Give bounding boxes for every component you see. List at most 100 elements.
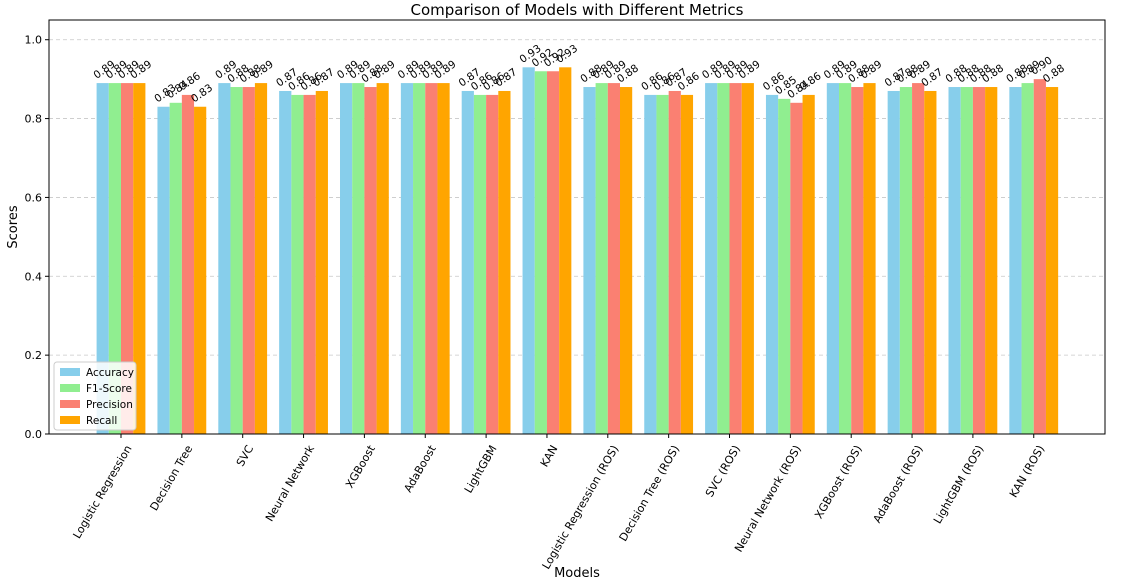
bar-accuracy [1009, 87, 1022, 435]
bar-f1-score [108, 83, 121, 434]
x-tick-label: KAN (ROS) [1007, 443, 1047, 500]
x-tick-label: LightGBM (ROS) [931, 443, 986, 526]
bar-precision [303, 94, 316, 435]
legend-swatch [60, 384, 80, 392]
bar-recall [863, 83, 876, 434]
bar-accuracy [948, 87, 961, 435]
bar-f1-score [839, 83, 852, 434]
bar-f1-score [717, 83, 730, 434]
bar-recall [924, 90, 937, 434]
bar-accuracy [340, 83, 353, 434]
y-axis-label: Scores [6, 205, 21, 248]
bar-recall [498, 90, 511, 434]
bar-accuracy [887, 90, 900, 434]
bar-value-label: 0.87 [493, 66, 519, 89]
bar-f1-score [291, 94, 304, 435]
y-axis: 0.0 0.2 0.4 0.6 0.8 1.0 [25, 34, 49, 441]
bars-group [96, 67, 1059, 435]
bar-f1-score [413, 83, 426, 434]
bar-precision [364, 87, 377, 435]
y-tick-label: 0.2 [25, 349, 43, 362]
legend: Accuracy F1-Score Precision Recall [53, 361, 137, 431]
y-tick-label: 0.4 [25, 270, 43, 283]
bar-accuracy [522, 67, 535, 435]
x-tick-label: Neural Network (ROS) [732, 443, 804, 554]
y-tick-label: 0.6 [25, 191, 43, 204]
bar-recall [133, 83, 146, 434]
bar-recall [1045, 87, 1059, 435]
bar-f1-score [960, 87, 973, 435]
bar-recall [985, 87, 998, 435]
bar-f1-score [169, 102, 182, 435]
bar-value-label: 0.93 [554, 43, 580, 66]
bar-recall [376, 83, 389, 434]
y-tick-label: 0.0 [25, 428, 43, 441]
bar-precision [181, 94, 195, 435]
bar-recall [194, 106, 207, 434]
legend-box [53, 361, 137, 431]
bar-recall [559, 67, 572, 435]
x-tick-label: Decision Tree [147, 443, 195, 513]
legend-label: F1-Score [86, 383, 132, 395]
x-axis: Logistic Regression Decision Tree SVC Neura… [71, 434, 1047, 572]
bar-f1-score [352, 83, 365, 434]
bar-precision [972, 87, 986, 435]
x-tick-label: SVC (ROS) [703, 443, 743, 499]
bar-precision [668, 90, 681, 434]
bar-f1-score [473, 94, 487, 435]
bar-accuracy [705, 83, 718, 434]
bar-recall [437, 83, 450, 434]
bar-recall [620, 87, 633, 435]
bar-precision [242, 87, 255, 435]
legend-swatch [60, 400, 80, 408]
legend-swatch [60, 368, 80, 376]
bar-f1-score [899, 87, 913, 435]
bar-recall [741, 83, 754, 434]
x-tick-label: AdaBoost [401, 442, 439, 494]
bar-accuracy [157, 106, 170, 434]
bar-precision [912, 83, 925, 434]
legend-label: Accuracy [86, 367, 134, 379]
x-axis-label: Models [554, 566, 600, 581]
x-tick-label: KAN [538, 443, 561, 469]
y-tick-label: 0.8 [25, 113, 43, 126]
bar-accuracy [400, 83, 414, 434]
bar-accuracy [279, 90, 292, 434]
x-tick-label: SVC [234, 443, 257, 469]
bar-precision [851, 87, 864, 435]
x-tick-label: Decision Tree (ROS) [617, 443, 683, 544]
bar-accuracy [96, 83, 109, 434]
legend-swatch [60, 416, 80, 424]
x-tick-label: Neural Network [263, 442, 317, 523]
bar-f1-score [1021, 83, 1034, 434]
bar-f1-score [534, 71, 547, 434]
bar-recall [254, 83, 268, 434]
plot-frame [48, 19, 1106, 435]
bar-value-label: 0.89 [858, 58, 884, 81]
bar-precision [790, 102, 803, 435]
x-tick-label: XGBoost (ROS) [812, 443, 865, 521]
bar-accuracy [218, 83, 231, 434]
bar-precision [1033, 79, 1046, 435]
bar-value-label: 0.87 [311, 66, 337, 89]
bar-accuracy [461, 90, 474, 434]
bar-accuracy [765, 94, 779, 435]
bar-accuracy [644, 94, 657, 435]
legend-label: Precision [86, 399, 133, 411]
bar-recall [802, 94, 815, 435]
chart-title: Comparison of Models with Different Metr… [411, 1, 744, 19]
x-tick-label: Logistic Regression [71, 443, 135, 541]
bar-precision [486, 94, 499, 435]
bar-f1-score [595, 83, 608, 434]
legend-label: Recall [86, 415, 117, 427]
y-tick-label: 1.0 [25, 34, 43, 47]
x-tick-label: AdaBoost (ROS) [871, 443, 926, 525]
bar-accuracy [826, 83, 839, 434]
bar-precision [607, 83, 620, 434]
bar-f1-score [656, 94, 669, 435]
bar-f1-score [230, 87, 243, 435]
bar-accuracy [583, 87, 596, 435]
x-tick-label: XGBoost [343, 442, 378, 490]
bar-precision [425, 83, 438, 434]
